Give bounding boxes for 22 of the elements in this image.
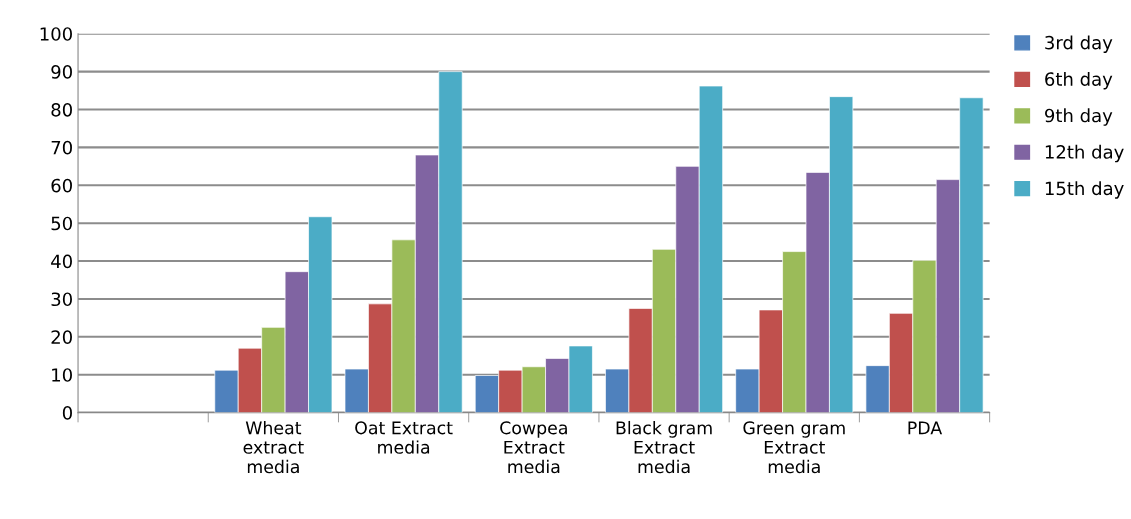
y-tick-label: 100 xyxy=(40,27,72,41)
y-tick-label: 30 xyxy=(51,292,72,307)
y-tick-label: 90 xyxy=(51,65,72,79)
legend-label: 15th day xyxy=(1045,181,1124,199)
x-tick-label: Oat Extract media xyxy=(355,421,453,454)
x-tick-label: Black gram Extract media xyxy=(616,420,712,474)
x-tick-label: Cowpea Extract media xyxy=(500,421,567,474)
y-tick-label: 10 xyxy=(52,368,72,382)
legend-label: 3rd day xyxy=(1045,35,1113,53)
legend-label: 6th day xyxy=(1045,71,1113,90)
y-tick-label: 60 xyxy=(51,178,72,193)
y-tick-label: 40 xyxy=(51,254,72,269)
y-tick-label: 80 xyxy=(51,102,72,117)
y-tick-label: 50 xyxy=(51,216,72,231)
x-tick-label: Green gram Extract media xyxy=(743,421,845,474)
y-tick-label: 20 xyxy=(51,330,72,344)
y-tick-label: 70 xyxy=(51,140,72,155)
legend-label: 12th day xyxy=(1045,144,1124,163)
x-tick-label: Wheat extract media xyxy=(243,420,304,474)
legend-label: 9th day xyxy=(1045,108,1113,126)
x-tick-label: PDA xyxy=(908,421,943,435)
y-tick-label: 0 xyxy=(62,406,72,420)
